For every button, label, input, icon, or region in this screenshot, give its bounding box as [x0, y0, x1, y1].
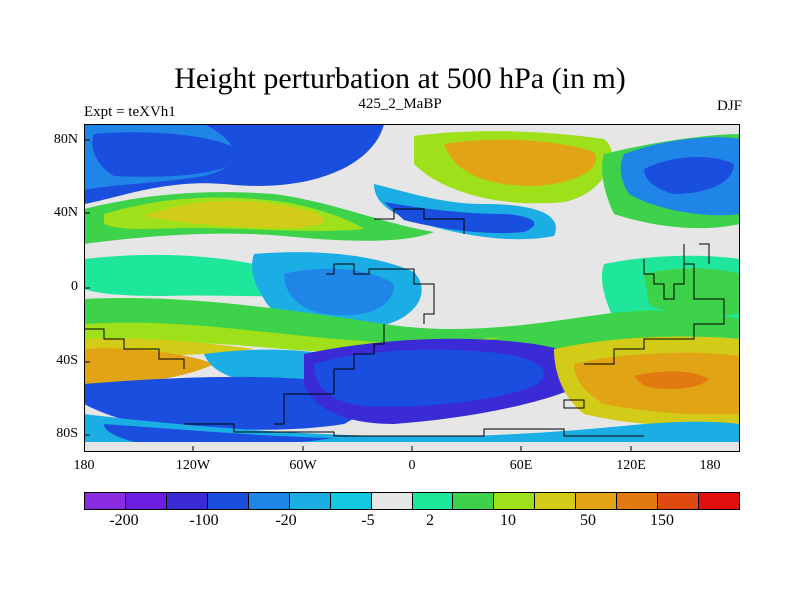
period-label: 425_2_MaBP [358, 96, 442, 112]
x-tick-label: 120E [616, 458, 646, 473]
y-tick-label: 0 [71, 279, 78, 294]
coastline-west-africa [326, 263, 435, 324]
contour-orange-europe [444, 139, 596, 186]
contour-yellow-midlat [144, 200, 324, 228]
colorbar-label: -20 [275, 512, 297, 529]
height-perturbation-map [84, 124, 740, 452]
colorbar-label: 2 [426, 512, 434, 529]
contour-blue-north-atlantic [384, 202, 535, 234]
coastline-south-pacific [84, 328, 185, 369]
colorbar-label: 150 [650, 512, 674, 529]
coastline-east-asia [683, 243, 710, 264]
contour-blue-south-pacific [84, 376, 365, 430]
colorbar [84, 492, 740, 510]
season-label: DJF [716, 98, 742, 114]
colorbar-swatch [535, 493, 577, 509]
colorbar-label: -200 [109, 512, 139, 529]
colorbar-swatch [453, 493, 495, 509]
contour-blue-south-atlantic-core [314, 349, 544, 407]
x-tick-label: 60E [509, 458, 533, 473]
axis-ticks [84, 139, 632, 452]
y-tick-label: 80N [53, 132, 78, 147]
coastline-island-east [563, 399, 585, 409]
y-tick-label: 80S [56, 426, 78, 441]
coastline-south-america [274, 324, 385, 425]
colorbar-swatch [330, 493, 372, 509]
colorbar-swatch [125, 493, 167, 509]
contour-lime-tropics-east [644, 268, 740, 316]
colorbar-swatch [658, 493, 700, 509]
colorbar-swatch [289, 493, 331, 509]
coastline-antarctic [184, 423, 644, 437]
x-tick-label: 180 [699, 458, 721, 473]
colorbar-label: -5 [361, 512, 375, 529]
colorbar-swatch [576, 493, 618, 509]
contour-blue-core-northwest [92, 132, 245, 177]
colorbar-label: 10 [500, 512, 516, 529]
plot-title: Height perturbation at 500 hPa (in m) [174, 62, 626, 95]
x-tick-label: 60W [289, 458, 317, 473]
x-tick-label: 0 [408, 458, 416, 473]
colorbar-swatch [412, 493, 454, 509]
contour-blue-tropics [284, 268, 394, 316]
contour-orange-south-west [84, 348, 214, 386]
coastline-north-africa [374, 208, 465, 234]
experiment-label: Expt = teXVh1 [84, 104, 176, 120]
colorbar-label: 50 [580, 512, 596, 529]
contour-dark-blue-asia [644, 157, 734, 194]
contour-red-south-indian [634, 371, 709, 390]
colorbar-swatch [699, 493, 739, 509]
coastline-australia [584, 259, 725, 365]
x-tick-label: 120W [175, 458, 211, 473]
coastline-outlines [84, 208, 725, 437]
contour-blue-antarctic [104, 424, 334, 446]
colorbar-swatch [207, 493, 249, 509]
colorbar-swatch [371, 493, 413, 509]
colorbar-swatch [85, 493, 126, 509]
colorbar-label: -100 [189, 512, 219, 529]
map-panel [84, 124, 740, 452]
colorbar-swatch [248, 493, 290, 509]
y-tick-label: 40S [56, 353, 78, 368]
colorbar-swatch [166, 493, 208, 509]
colorbar-swatch [617, 493, 659, 509]
colorbar-swatch [494, 493, 536, 509]
x-tick-label: 180 [73, 458, 95, 473]
y-tick-label: 40N [53, 205, 78, 220]
